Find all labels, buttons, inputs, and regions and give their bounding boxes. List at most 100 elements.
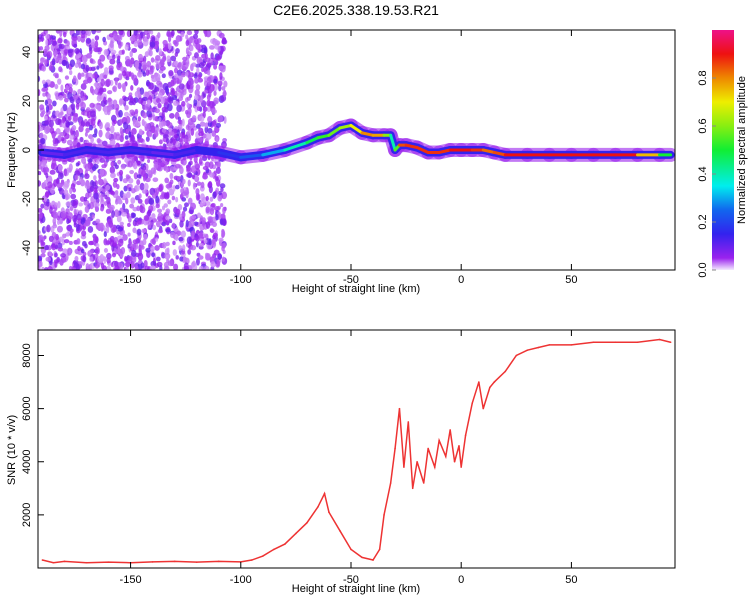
noise-speckle — [142, 165, 147, 171]
noise-speckle — [38, 159, 41, 166]
noise-speckle — [194, 175, 199, 181]
ridge-segment — [305, 136, 320, 145]
noise-speckle — [76, 238, 81, 245]
noise-speckle — [53, 49, 58, 56]
noise-speckle — [129, 203, 135, 209]
bottom-y-axis-label: SNR (10 * v/v) — [6, 415, 18, 485]
noise-speckle — [40, 137, 46, 145]
ridge-segment — [239, 153, 265, 159]
noise-speckle — [210, 202, 216, 208]
snr-point — [515, 354, 518, 357]
noise-speckle — [94, 128, 98, 136]
noise-speckle — [195, 241, 199, 248]
noise-speckle — [98, 129, 103, 138]
noise-speckle — [106, 108, 111, 116]
noise-speckle — [57, 164, 63, 172]
noise-speckle — [109, 138, 116, 146]
noise-speckle — [96, 104, 102, 112]
noise-speckle — [145, 247, 151, 253]
noise-speckle — [70, 103, 76, 111]
noise-speckle — [138, 128, 143, 136]
noise-speckle — [38, 229, 41, 235]
noise-speckle — [95, 30, 102, 34]
snr-point — [394, 447, 396, 450]
noise-speckle — [91, 166, 97, 171]
noise-speckle — [165, 137, 170, 144]
noise-speckle — [128, 187, 132, 192]
noise-speckle — [58, 95, 64, 101]
snr-point — [85, 561, 88, 564]
noise-speckle — [100, 100, 106, 107]
noise-speckle — [223, 80, 228, 88]
noise-speckle — [91, 181, 97, 187]
snr-point — [295, 532, 297, 535]
noise-speckle — [133, 172, 139, 180]
noise-speckle — [109, 204, 115, 211]
noise-speckle — [134, 60, 140, 69]
noise-speckle — [62, 104, 68, 112]
noise-speckle — [213, 63, 218, 70]
noise-speckle — [136, 71, 143, 78]
noise-speckle — [116, 35, 122, 40]
noise-speckle — [186, 164, 191, 172]
noise-speckle — [73, 43, 78, 49]
noise-speckle — [107, 97, 112, 103]
noise-speckle — [121, 83, 126, 90]
colorbar-tick-label: 0.6 — [697, 118, 709, 133]
noise-speckle — [187, 197, 193, 205]
noise-speckle — [38, 234, 44, 240]
noise-speckle — [180, 230, 187, 238]
noise-speckle — [187, 249, 192, 255]
noise-speckle — [68, 248, 72, 256]
noise-speckle — [213, 78, 218, 84]
noise-speckle — [96, 94, 102, 102]
noise-speckle — [114, 77, 118, 86]
noise-speckle — [161, 73, 166, 79]
noise-speckle — [57, 172, 64, 180]
noise-speckle — [40, 161, 46, 168]
noise-speckle — [111, 252, 117, 258]
noise-speckle — [82, 255, 87, 263]
noise-speckle — [142, 112, 148, 119]
noise-speckle — [44, 191, 50, 198]
noise-speckle — [83, 173, 90, 180]
noise-speckle — [131, 47, 138, 53]
ridge-segment — [84, 148, 111, 154]
noise-speckle — [195, 188, 200, 196]
noise-speckle — [78, 176, 84, 183]
noise-speckle — [109, 58, 116, 65]
noise-speckle — [52, 223, 58, 229]
noise-speckle — [218, 237, 224, 243]
noise-speckle — [131, 127, 137, 135]
noise-speckle — [90, 118, 96, 126]
noise-speckle — [89, 256, 93, 262]
colorbar-tick-label: 0.4 — [697, 166, 709, 181]
noise-speckle — [179, 220, 184, 228]
noise-speckle — [91, 30, 97, 35]
noise-speckle — [151, 213, 156, 220]
noise-speckle — [117, 199, 123, 205]
noise-speckle — [191, 62, 197, 67]
noise-speckle — [54, 252, 58, 258]
noise-speckle — [196, 106, 202, 112]
noise-speckle — [127, 95, 133, 101]
noise-speckle — [181, 100, 186, 107]
noise-speckle — [118, 41, 122, 49]
noise-speckle — [166, 55, 171, 63]
noise-speckle — [195, 84, 201, 91]
noise-speckle — [85, 37, 92, 44]
noise-speckle — [195, 234, 200, 242]
noise-speckle — [215, 214, 219, 221]
noise-speckle — [208, 89, 213, 94]
noise-speckle — [114, 209, 120, 218]
noise-speckle — [177, 204, 183, 211]
noise-speckle — [86, 110, 92, 119]
noise-speckle — [77, 35, 82, 42]
noise-speckle — [167, 260, 174, 267]
noise-speckle — [136, 205, 141, 212]
noise-speckle — [45, 39, 49, 47]
noise-speckle — [100, 207, 104, 212]
noise-speckle — [163, 261, 169, 269]
noise-speckle — [202, 166, 209, 171]
noise-speckle — [162, 134, 169, 139]
